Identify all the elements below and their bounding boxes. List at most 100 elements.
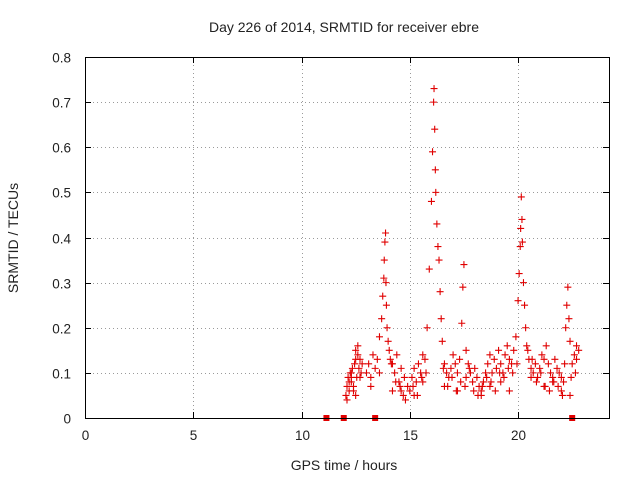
data-point	[557, 373, 565, 381]
y-axis-label: SRMTID / TECUs	[5, 183, 21, 293]
data-point	[348, 364, 356, 372]
data-point	[358, 360, 366, 368]
data-point	[490, 355, 498, 363]
data-point	[557, 387, 565, 395]
data-point	[566, 391, 574, 399]
data-point	[560, 378, 568, 386]
data-point	[451, 360, 459, 368]
data-point	[460, 261, 468, 269]
data-point	[503, 342, 511, 350]
data-point	[396, 382, 404, 390]
data-point	[465, 364, 473, 372]
data-point	[461, 382, 469, 390]
data-point	[453, 369, 461, 377]
data-point	[381, 238, 389, 246]
data-points	[323, 85, 583, 421]
data-point	[391, 369, 399, 377]
data-point	[367, 373, 375, 381]
data-point	[470, 387, 478, 395]
data-point	[500, 373, 508, 381]
y-tick-label: 0.4	[52, 232, 71, 247]
data-point	[378, 315, 386, 323]
chart-title: Day 226 of 2014, SRMTID for receiver ebr…	[209, 19, 479, 35]
data-point	[380, 256, 388, 264]
data-point	[482, 369, 490, 377]
data-point	[419, 378, 427, 386]
data-point	[393, 351, 401, 359]
data-point	[573, 342, 581, 350]
data-point	[571, 369, 579, 377]
data-point	[462, 373, 470, 381]
data-point	[517, 224, 525, 232]
data-point	[562, 324, 570, 332]
data-point	[466, 369, 474, 377]
data-point	[536, 364, 544, 372]
data-point	[392, 378, 400, 386]
data-point	[553, 364, 561, 372]
data-point	[541, 382, 549, 390]
y-tick-label: 0.7	[52, 96, 71, 111]
data-point	[522, 324, 530, 332]
data-point	[492, 364, 500, 372]
data-point	[352, 346, 360, 354]
data-point	[514, 297, 522, 305]
data-point	[447, 364, 455, 372]
data-point	[486, 351, 494, 359]
data-point	[513, 360, 521, 368]
data-point	[448, 373, 456, 381]
data-point	[542, 342, 550, 350]
data-point	[528, 355, 536, 363]
data-point	[397, 364, 405, 372]
data-point	[345, 378, 353, 386]
data-point	[469, 378, 477, 386]
data-point	[521, 301, 529, 309]
data-point	[356, 373, 364, 381]
data-point	[532, 378, 540, 386]
data-point	[509, 369, 517, 377]
data-point	[474, 391, 482, 399]
data-point	[429, 148, 437, 156]
data-point	[479, 378, 487, 386]
y-tick-label: 0.3	[52, 277, 71, 292]
data-point	[517, 193, 525, 201]
data-point	[433, 220, 441, 228]
data-point	[437, 315, 445, 323]
data-point	[347, 373, 355, 381]
data-point	[380, 274, 388, 282]
data-point	[483, 373, 491, 381]
data-point	[488, 369, 496, 377]
data-point	[567, 373, 575, 381]
data-point	[487, 378, 495, 386]
data-point	[554, 382, 562, 390]
data-point	[544, 360, 552, 368]
data-point	[547, 369, 555, 377]
data-point	[527, 373, 535, 381]
data-point	[462, 346, 470, 354]
data-point	[456, 355, 464, 363]
data-point	[352, 355, 360, 363]
data-point	[409, 382, 417, 390]
data-point	[484, 360, 492, 368]
data-point	[375, 333, 383, 341]
data-point	[423, 324, 431, 332]
data-point	[375, 369, 383, 377]
y-tick-label: 0.5	[52, 186, 71, 201]
data-point	[491, 387, 499, 395]
data-point	[505, 355, 513, 363]
data-point	[349, 387, 357, 395]
data-point	[568, 360, 576, 368]
data-point	[512, 333, 520, 341]
data-point	[550, 378, 558, 386]
data-point	[538, 351, 546, 359]
data-point	[382, 301, 390, 309]
data-point	[524, 346, 532, 354]
data-point	[558, 391, 566, 399]
data-point	[575, 346, 583, 354]
x-tick-label: 15	[403, 428, 418, 443]
grid	[85, 57, 609, 418]
data-point	[354, 351, 362, 359]
data-point	[369, 351, 377, 359]
data-point	[399, 391, 407, 399]
data-point	[440, 360, 448, 368]
